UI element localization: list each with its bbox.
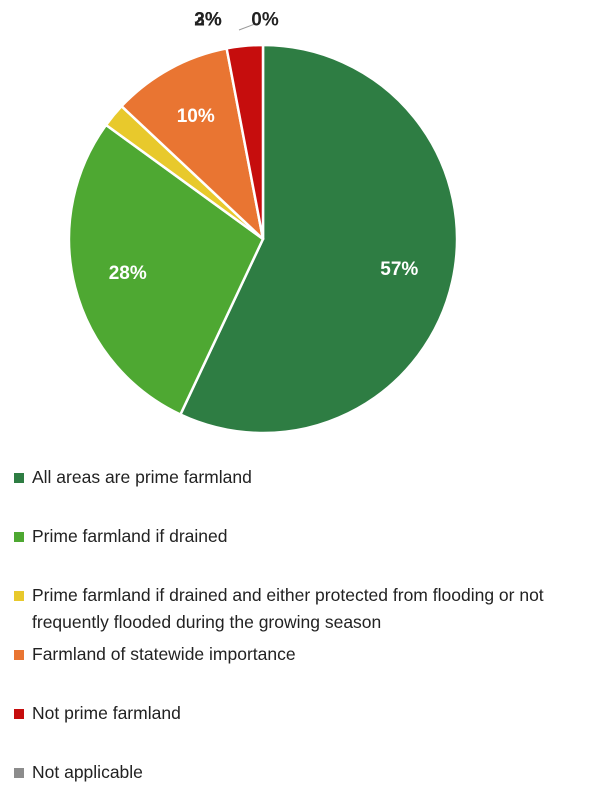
legend-item-not-prime-farmland: Not prime farmland bbox=[14, 700, 602, 727]
pie-slice-farmland-of-statewide-importance bbox=[120, 47, 265, 241]
legend-swatch bbox=[14, 532, 24, 542]
legend-label: Prime farmland if drained bbox=[32, 526, 228, 546]
legend-label: Not applicable bbox=[32, 762, 143, 782]
legend-swatch bbox=[14, 591, 24, 601]
pie-slice-prime-farmland-if-drained bbox=[67, 123, 265, 416]
data-label-farmland-of-statewide-importance: 10% bbox=[177, 106, 215, 127]
legend-item-all-areas-are-prime-farmland: All areas are prime farmland bbox=[14, 464, 602, 491]
legend-item-not-applicable: Not applicable bbox=[14, 759, 602, 786]
data-label-not-applicable: 0% bbox=[251, 10, 279, 31]
leader-line-not-applicable bbox=[238, 23, 256, 31]
legend-item-prime-farmland-if-drained-and-either-protected-from-flooding-or-not-frequently-flooded-during-the-growing-season: Prime farmland if drained and either pro… bbox=[14, 582, 602, 636]
pie-slice-not-prime-farmland bbox=[225, 43, 265, 241]
legend-swatch bbox=[14, 650, 24, 660]
pie-data-labels: 57% 28% 2% 10% 3% 0% bbox=[109, 10, 419, 285]
legend-item-prime-farmland-if-drained: Prime farmland if drained bbox=[14, 523, 602, 550]
data-label-all-areas-are-prime-farmland: 57% bbox=[380, 259, 418, 280]
pie-slices bbox=[67, 43, 459, 435]
data-label-prime-farmland-if-drained: 28% bbox=[109, 263, 147, 284]
legend-label: All areas are prime farmland bbox=[32, 467, 252, 487]
legend-label: Not prime farmland bbox=[32, 703, 181, 723]
legend-item-farmland-of-statewide-importance: Farmland of statewide importance bbox=[14, 641, 602, 668]
pie-slice-all-areas-are-prime-farmland bbox=[179, 43, 459, 435]
legend-swatch bbox=[14, 473, 24, 483]
data-label-not-prime-farmland: 3% bbox=[194, 10, 222, 31]
legend-swatch bbox=[14, 709, 24, 719]
data-label-prime-farmland-if-drained-and-either-protected-from-flooding-or-not-frequently-flooded-during-the-growing-season: 2% bbox=[194, 10, 222, 31]
pie-chart: 57% 28% 2% 10% 3% 0% bbox=[67, 10, 459, 435]
legend-label: Farmland of statewide importance bbox=[32, 644, 296, 664]
legend-label: Prime farmland if drained and either pro… bbox=[32, 585, 544, 632]
legend-swatch bbox=[14, 768, 24, 778]
